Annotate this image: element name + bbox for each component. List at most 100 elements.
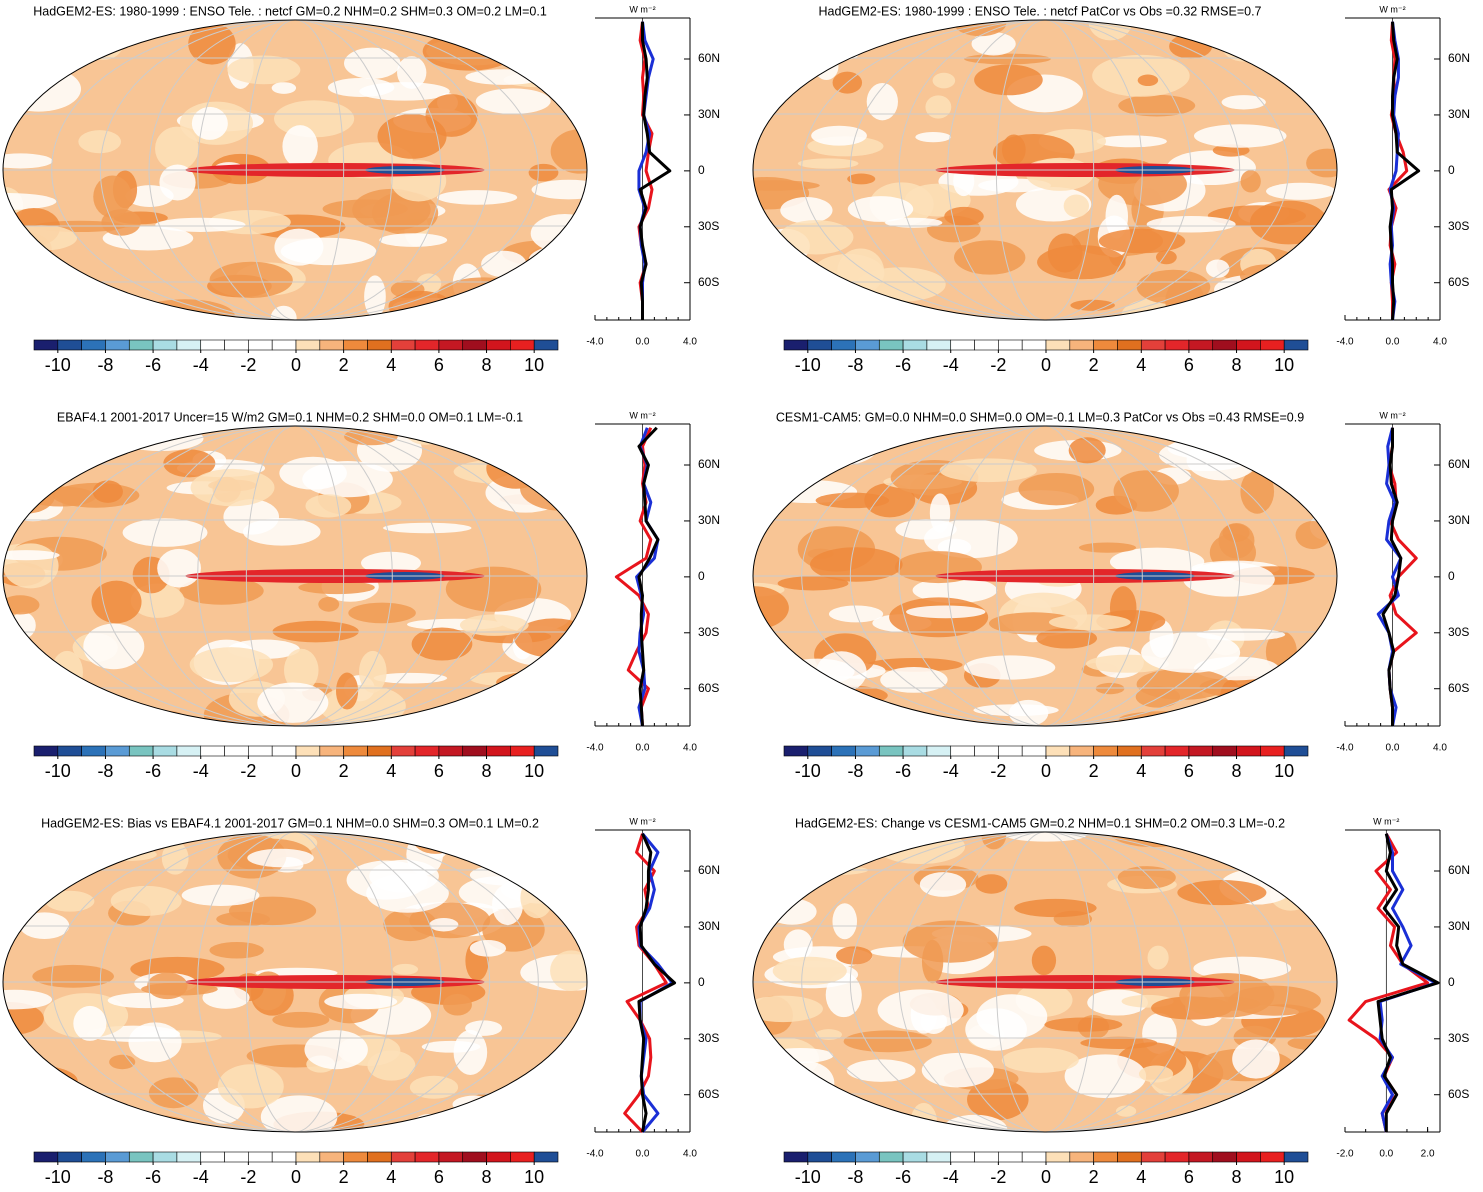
map-patch: [495, 50, 555, 61]
colorbar-box: [1283, 745, 1309, 757]
map-patch: [847, 196, 914, 222]
graticule: [148, 832, 442, 1132]
zonal-line: [1376, 833, 1440, 1132]
map-patch: [1098, 228, 1186, 254]
map-patch: [805, 49, 859, 61]
map-patch: [97, 436, 149, 449]
map-patch: [772, 956, 847, 986]
colorbar-label: 8: [482, 355, 492, 375]
map-patch: [866, 82, 898, 121]
colorbar-label: 4: [386, 761, 396, 781]
colorbar-box: [343, 745, 368, 757]
colorbar-box: [807, 745, 832, 757]
map-patch: [846, 1059, 916, 1082]
map-patch: [1275, 661, 1337, 696]
map-patch: [361, 551, 421, 575]
colorbar-label: 4: [1136, 1167, 1146, 1187]
map-patch: [558, 846, 581, 872]
colorbar-box: [367, 1151, 392, 1163]
colorbar-box: [783, 745, 809, 757]
colorbar-box: [128, 1151, 154, 1163]
colorbar-label: 0: [291, 355, 301, 375]
x-tick-label: 0.0: [1386, 337, 1400, 348]
colorbar-box: [1260, 339, 1285, 351]
colorbar-box: [533, 339, 559, 351]
x-tick-label: 0.0: [1379, 1149, 1393, 1160]
colorbar-label: -8: [97, 1167, 113, 1187]
map-patch: [964, 53, 1051, 65]
map-patch: [1218, 522, 1255, 559]
graticule: [898, 832, 1192, 1132]
colorbar-label: -2: [990, 761, 1006, 781]
y-tick-label: 0: [1448, 569, 1455, 583]
map-patch: [383, 908, 438, 942]
map-patch: [209, 261, 293, 298]
map-patch: [877, 989, 964, 1031]
map-patch: [1248, 283, 1306, 320]
y-tick-label: 0: [698, 569, 705, 583]
map-patch: [1301, 882, 1337, 916]
colorbar-label: 0: [1041, 1167, 1051, 1187]
map-patch: [550, 129, 587, 174]
map-patch: [866, 657, 963, 672]
map-patch: [1001, 1047, 1079, 1073]
graticule: [245, 20, 345, 320]
map-patch: [3, 66, 82, 112]
colorbar-box: [152, 1151, 178, 1163]
colorbar-box: [200, 339, 225, 351]
x-tick-label: -4.0: [586, 1149, 604, 1160]
y-tick-label: 30N: [698, 107, 720, 121]
y-tick-label: 60N: [698, 51, 720, 65]
colorbar-box: [1212, 339, 1237, 351]
map-patch: [767, 1047, 834, 1064]
colorbar-label: -4: [193, 761, 209, 781]
colorbar-label: 6: [434, 761, 444, 781]
map-patch: [247, 848, 314, 868]
colorbar-box: [783, 339, 809, 351]
y-tick-label: 0: [698, 975, 705, 989]
map-patch: [1136, 668, 1230, 700]
map-patch: [531, 179, 587, 200]
colorbar-label: -10: [795, 1167, 821, 1187]
colorbar-label: -8: [97, 761, 113, 781]
colorbar-label: -6: [895, 761, 911, 781]
colorbar-box: [1021, 1151, 1047, 1163]
map-patch: [155, 217, 246, 232]
map-patch: [753, 427, 788, 463]
map-patch: [512, 460, 559, 472]
map-patch: [836, 946, 873, 965]
graticule: [51, 832, 539, 1132]
map-patch: [522, 682, 587, 712]
map-patch: [28, 837, 77, 855]
colorbar-box: [33, 745, 59, 757]
map-patch: [847, 173, 876, 185]
map-patch: [227, 55, 301, 85]
map-patch: [1044, 1017, 1123, 1032]
colorbar-label: 0: [291, 1167, 301, 1187]
colorbar-box: [343, 339, 368, 351]
colorbar-label: 2: [339, 761, 349, 781]
colorbar-box: [1117, 339, 1142, 351]
map-patch: [271, 82, 297, 94]
map-patch: [1138, 1065, 1174, 1083]
colorbar-label: -4: [193, 1167, 209, 1187]
colorbar-box: [998, 339, 1023, 351]
x-tick-label: -4.0: [1336, 337, 1354, 348]
colorbar-box: [486, 1151, 511, 1163]
map-patch: [1233, 683, 1261, 706]
map-patch: [810, 547, 903, 582]
map-patch: [1259, 1123, 1330, 1132]
map-patch: [397, 56, 427, 89]
panel-title: HadGEM2-ES: Bias vs EBAF4.1 2001-2017 GM…: [41, 816, 539, 830]
y-tick-label: 0: [698, 163, 705, 177]
colorbar-label: 6: [434, 355, 444, 375]
graticule: [801, 426, 1289, 726]
map-patch: [1219, 1098, 1315, 1120]
map-patch: [755, 262, 784, 282]
map-patch: [51, 650, 83, 694]
map-patch: [469, 864, 549, 886]
map-patch: [1146, 215, 1236, 233]
zonal-line: [614, 427, 653, 727]
map-patch: [1096, 135, 1167, 148]
map-patch: [1306, 148, 1337, 178]
